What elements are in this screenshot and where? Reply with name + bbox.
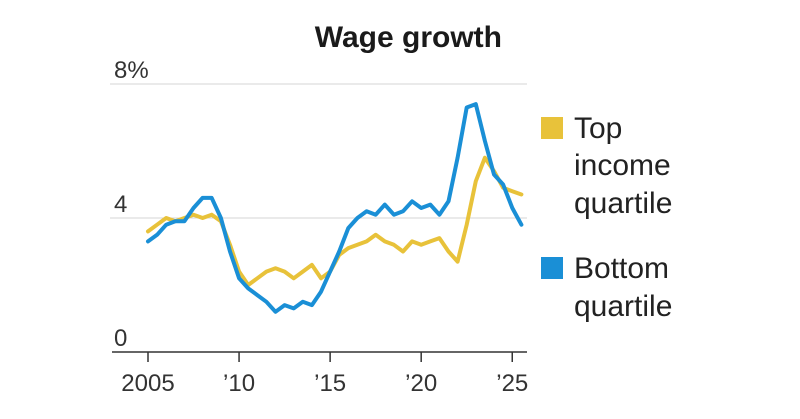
chart-title: Wage growth: [315, 21, 502, 54]
legend-label-top-line3: quartile: [574, 187, 672, 220]
y-tick-label-2: 0: [114, 325, 127, 352]
series-line-bottom-quartile: [146, 102, 524, 314]
x-axis: 2005 ’10 ’15 ’20 ’25: [112, 351, 528, 397]
legend-swatch-bottom-quartile: [541, 257, 563, 279]
y-tick-label-0: 8%: [114, 57, 149, 84]
legend-label-bottom-line2: quartile: [574, 290, 672, 323]
legend-label-top-line2: income: [574, 149, 671, 182]
y-tick-label-1: 4: [114, 191, 127, 218]
legend-label-top-line1: Top: [574, 112, 622, 145]
x-tick-label-3: ’20: [405, 370, 437, 397]
x-tick-label-0: 2005: [121, 370, 174, 397]
x-tick-label-2: ’15: [314, 370, 346, 397]
y-axis-ticks: 8% 4 0: [114, 57, 149, 352]
legend-label-bottom-line1: Bottom: [574, 252, 669, 285]
x-tick-label-4: ’25: [496, 370, 528, 397]
legend: Top income quartile Bottom quartile: [541, 112, 672, 323]
x-tick-label-1: ’10: [223, 370, 255, 397]
legend-swatch-top-income-quartile: [541, 117, 563, 139]
series-lines: [146, 102, 524, 314]
gridlines: [110, 83, 527, 219]
